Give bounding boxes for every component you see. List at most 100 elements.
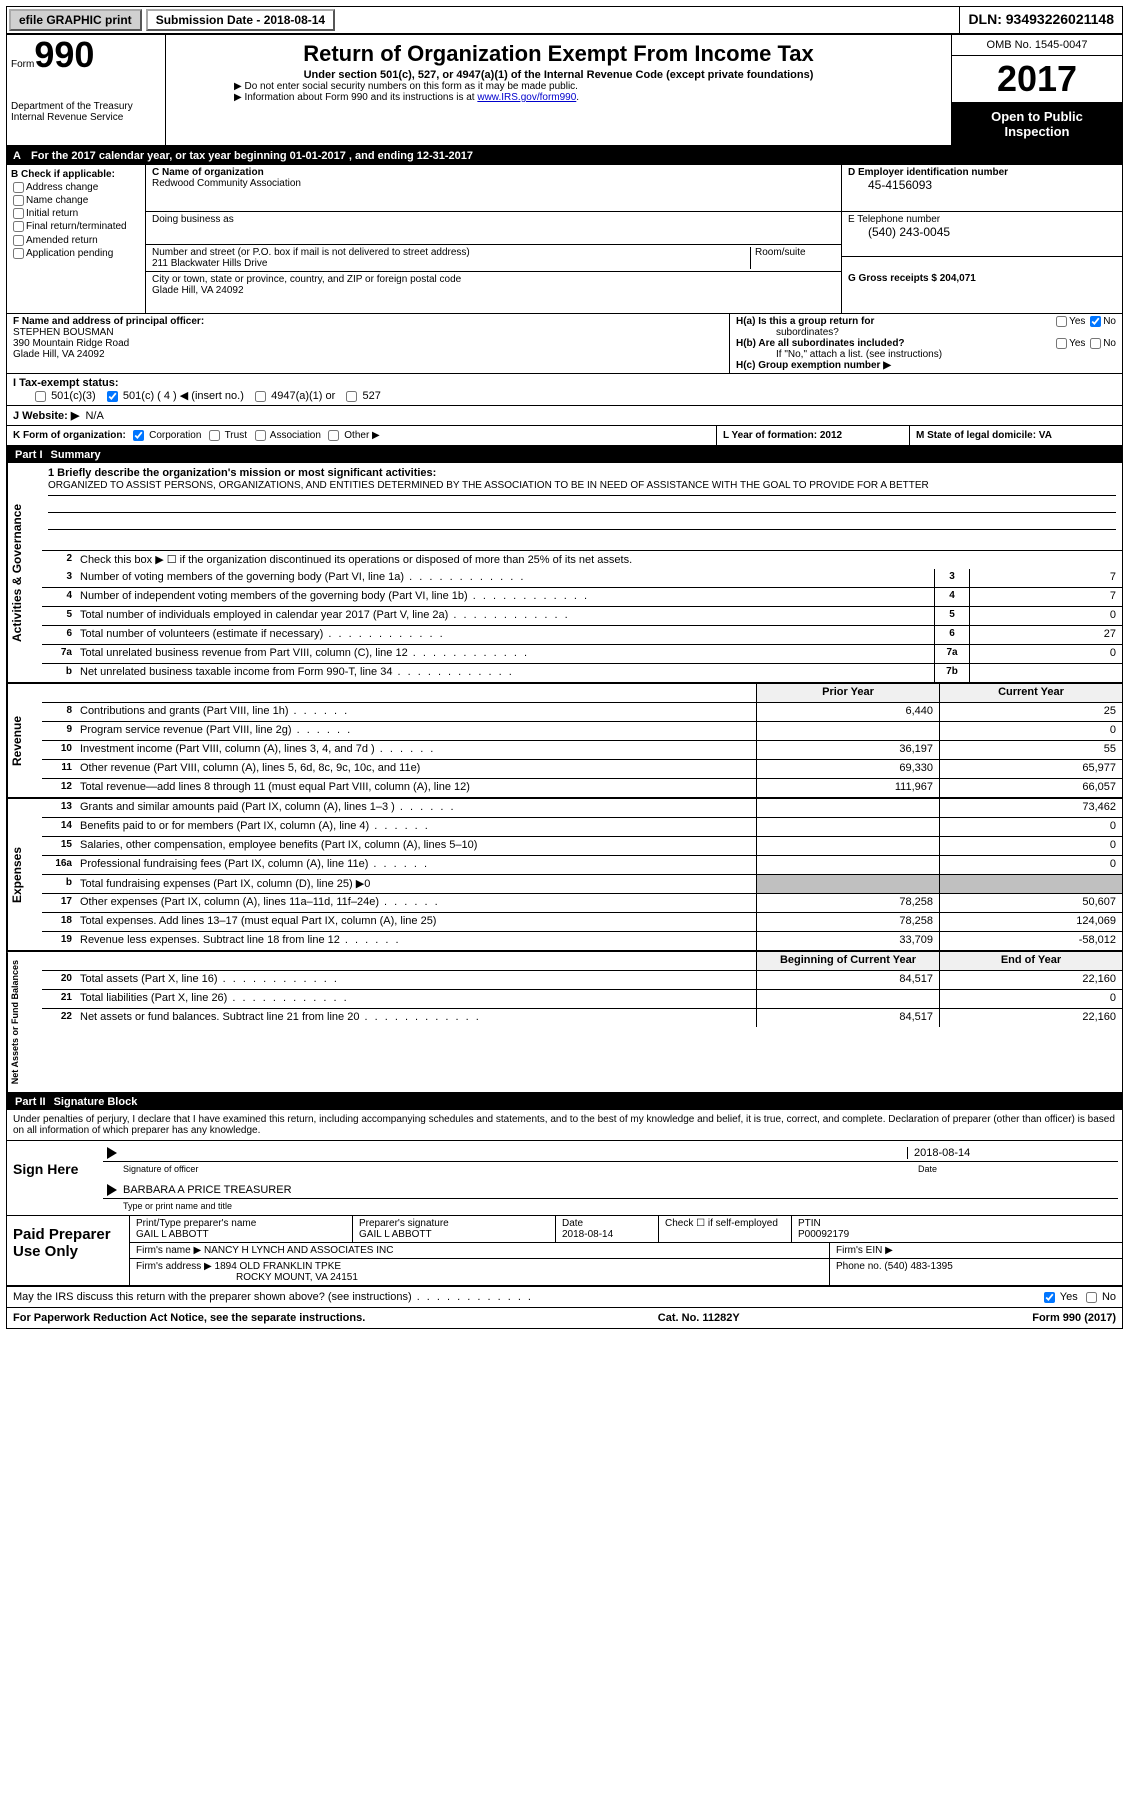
- line-19: Revenue less expenses. Subtract line 18 …: [76, 932, 756, 950]
- header-eoy: End of Year: [939, 952, 1122, 970]
- line-20: Total assets (Part X, line 16): [76, 971, 756, 989]
- firm-phone: Phone no. (540) 483-1395: [830, 1259, 1122, 1285]
- gross-receipts: G Gross receipts $ 204,071: [848, 273, 1116, 284]
- omb-number: OMB No. 1545-0047: [952, 35, 1122, 56]
- form-number: 990: [34, 34, 94, 75]
- cb-app-pending[interactable]: [13, 248, 24, 259]
- cb-ha-yes[interactable]: [1056, 316, 1067, 327]
- ein-value: 45-4156093: [848, 178, 1116, 192]
- cb-final-return[interactable]: [13, 221, 24, 232]
- line-9-current: 0: [939, 722, 1122, 740]
- cb-amended-return[interactable]: [13, 235, 24, 246]
- cb-trust[interactable]: [209, 430, 220, 441]
- cb-hb-no[interactable]: [1090, 338, 1101, 349]
- final-footer: For Paperwork Reduction Act Notice, see …: [7, 1308, 1122, 1328]
- year-formation: L Year of formation: 2012: [723, 430, 842, 441]
- dept-treasury: Department of the Treasury: [11, 101, 161, 112]
- cb-address-change[interactable]: [13, 182, 24, 193]
- state-domicile: M State of legal domicile: VA: [916, 430, 1052, 441]
- line-11-prior: 69,330: [756, 760, 939, 778]
- section-bcd: B Check if applicable: Address change Na…: [7, 165, 1122, 314]
- section-expenses: Expenses 13Grants and similar amounts pa…: [7, 799, 1122, 952]
- telephone-label: E Telephone number: [848, 214, 1116, 225]
- line-8: Contributions and grants (Part VIII, lin…: [76, 703, 756, 721]
- tax-year: 2017: [952, 56, 1122, 103]
- firm-addr1: 1894 OLD FRANKLIN TPKE: [215, 1261, 342, 1272]
- line-5-value: 0: [970, 607, 1122, 625]
- form-ref: Form 990 (2017): [1032, 1312, 1116, 1324]
- cb-other[interactable]: [328, 430, 339, 441]
- sig-date-label: Date: [918, 1164, 1118, 1174]
- cb-4947[interactable]: [255, 391, 266, 402]
- pra-notice: For Paperwork Reduction Act Notice, see …: [13, 1312, 365, 1324]
- cb-501c3[interactable]: [35, 391, 46, 402]
- cb-527[interactable]: [346, 391, 357, 402]
- line-20-prior: 84,517: [756, 971, 939, 989]
- header-left: Form990 Department of the Treasury Inter…: [7, 35, 166, 145]
- line-14-prior: [756, 818, 939, 836]
- part-i-header: Part I Summary: [7, 447, 1122, 463]
- cb-assoc[interactable]: [255, 430, 266, 441]
- line-17-current: 50,607: [939, 894, 1122, 912]
- cb-discuss-yes[interactable]: [1044, 1292, 1055, 1303]
- line-8-prior: 6,440: [756, 703, 939, 721]
- line-20-current: 22,160: [939, 971, 1122, 989]
- preparer-self-employed: Check ☐ if self-employed: [659, 1216, 792, 1242]
- submission-date-field: Submission Date - 2018-08-14: [146, 9, 335, 31]
- cb-501c[interactable]: [107, 391, 118, 402]
- cb-initial-return[interactable]: [13, 208, 24, 219]
- line-17-prior: 78,258: [756, 894, 939, 912]
- street-label: Number and street (or P.O. box if mail i…: [152, 247, 750, 258]
- line-19-current: -58,012: [939, 932, 1122, 950]
- cb-name-change[interactable]: [13, 195, 24, 206]
- line-16a-prior: [756, 856, 939, 874]
- col-d-ein-phone: D Employer identification number 45-4156…: [842, 165, 1122, 313]
- line-11-current: 65,977: [939, 760, 1122, 778]
- dln-number: DLN: 93493226021148: [959, 7, 1122, 33]
- line-18-current: 124,069: [939, 913, 1122, 931]
- cb-corp[interactable]: [133, 430, 144, 441]
- officer-name-title: BARBARA A PRICE TREASURER: [123, 1184, 292, 1196]
- name-title-label: Type or print name and title: [103, 1201, 1118, 1211]
- col-b-header: B Check if applicable:: [11, 169, 141, 180]
- line-5: Total number of individuals employed in …: [76, 607, 934, 625]
- header-center: Return of Organization Exempt From Incom…: [166, 35, 951, 145]
- top-bar: efile GRAPHIC print Submission Date - 20…: [7, 7, 1122, 35]
- line-16a-current: 0: [939, 856, 1122, 874]
- line-10: Investment income (Part VIII, column (A)…: [76, 741, 756, 759]
- preparer-ptin: P00092179: [798, 1229, 1116, 1240]
- cb-ha-no[interactable]: [1090, 316, 1101, 327]
- line-18: Total expenses. Add lines 13–17 (must eq…: [76, 913, 756, 931]
- line-8-current: 25: [939, 703, 1122, 721]
- preparer-name: GAIL L ABBOTT: [136, 1229, 346, 1240]
- line-21-current: 0: [939, 990, 1122, 1008]
- city-state-zip: Glade Hill, VA 24092: [152, 285, 835, 296]
- line-13-prior: [756, 799, 939, 817]
- form-990-container: efile GRAPHIC print Submission Date - 20…: [6, 6, 1123, 1329]
- header-current-year: Current Year: [939, 684, 1122, 702]
- row-a-tax-year: A For the 2017 calendar year, or tax yea…: [7, 147, 1122, 165]
- side-label-revenue: Revenue: [7, 684, 42, 797]
- cb-hb-yes[interactable]: [1056, 338, 1067, 349]
- form-label: Form: [11, 59, 34, 70]
- efile-print-button[interactable]: efile GRAPHIC print: [9, 9, 142, 31]
- row-i-tax-status: I Tax-exempt status: 501(c)(3) 501(c) ( …: [7, 374, 1122, 406]
- group-return-h: H(a) Is this a group return for subordin…: [730, 314, 1122, 373]
- preparer-date: 2018-08-14: [562, 1229, 652, 1240]
- cat-no: Cat. No. 11282Y: [658, 1312, 740, 1324]
- line-7b-value: [970, 664, 1122, 682]
- sign-here-block: Sign Here 2018-08-14 Signature of office…: [7, 1141, 1122, 1216]
- line-12: Total revenue—add lines 8 through 11 (mu…: [76, 779, 756, 797]
- form990-link[interactable]: www.IRS.gov/form990: [477, 92, 576, 103]
- mission-block: 1 Briefly describe the organization's mi…: [42, 463, 1122, 551]
- group-exemption: H(c) Group exemption number ▶: [736, 360, 1116, 371]
- line-22-prior: 84,517: [756, 1009, 939, 1027]
- line-13-current: 73,462: [939, 799, 1122, 817]
- line-19-prior: 33,709: [756, 932, 939, 950]
- officer-name: STEPHEN BOUSMAN: [13, 327, 723, 338]
- line-6-value: 27: [970, 626, 1122, 644]
- form-subtitle: Under section 501(c), 527, or 4947(a)(1)…: [174, 69, 943, 81]
- header-right: OMB No. 1545-0047 2017 Open to Public In…: [951, 35, 1122, 145]
- line-15-current: 0: [939, 837, 1122, 855]
- cb-discuss-no[interactable]: [1086, 1292, 1097, 1303]
